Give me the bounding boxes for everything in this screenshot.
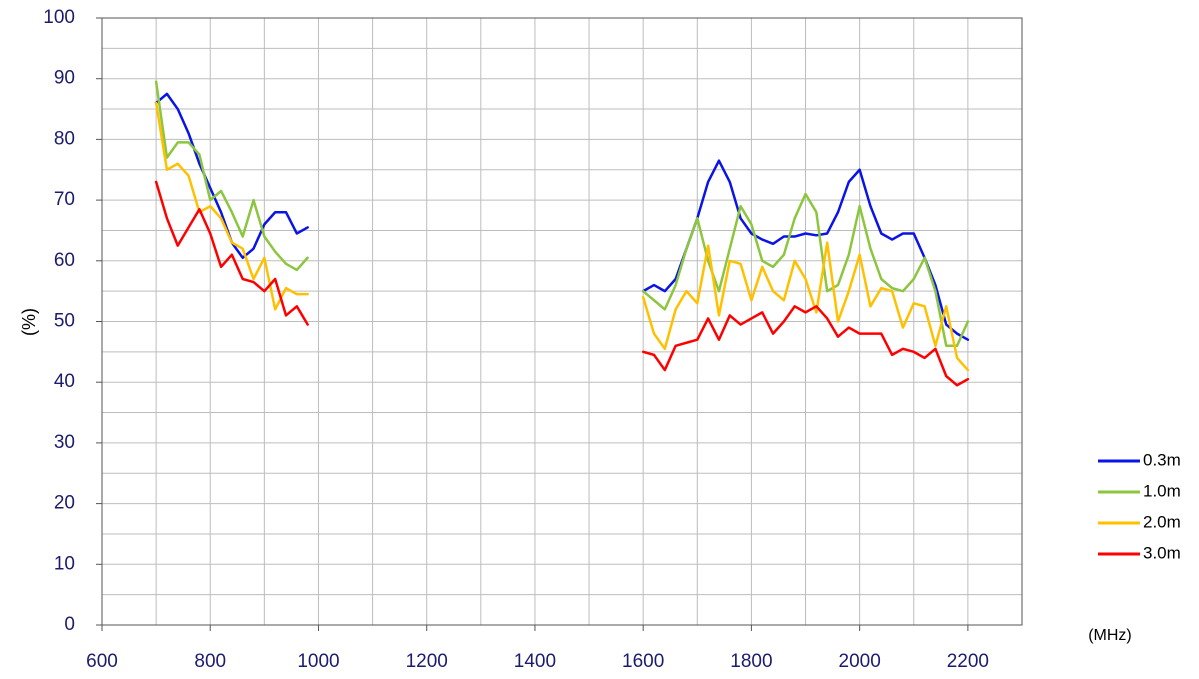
x-tick-label: 1400: [514, 651, 556, 672]
x-tick-label: 1200: [406, 651, 448, 672]
y-tick-label: 20: [54, 493, 75, 514]
legend-label: 3.0m: [1143, 543, 1181, 562]
y-tick-label: 80: [54, 128, 75, 149]
y-axis-label: (%): [19, 308, 39, 336]
x-axis-label: (MHz): [1088, 627, 1132, 644]
series-line: [154, 80, 970, 348]
y-tick-label: 40: [54, 371, 75, 392]
x-tick-label: 2000: [839, 651, 881, 672]
x-tick-label: 1000: [297, 651, 339, 672]
plot-border: [101, 17, 1023, 626]
y-tick-label: 50: [54, 311, 75, 332]
legend-label: 1.0m: [1143, 481, 1181, 500]
y-tick-label: 0: [64, 614, 75, 635]
y-tick-label: 90: [54, 68, 75, 89]
legend-label: 2.0m: [1143, 512, 1181, 531]
x-tick-label: 800: [194, 651, 226, 672]
series-line: [154, 101, 970, 372]
y-tick-label: 100: [43, 7, 75, 28]
y-tick-label: 70: [54, 189, 75, 210]
y-tick-label: 30: [54, 432, 75, 453]
y-tick-label: 60: [54, 250, 75, 271]
legend-label: 0.3m: [1143, 450, 1181, 469]
y-tick-label: 10: [54, 553, 75, 574]
x-tick-label: 1800: [730, 651, 772, 672]
series-line: [154, 180, 970, 387]
x-tick-label: 2200: [947, 651, 989, 672]
x-tick-label: 1600: [622, 651, 664, 672]
x-tick-label: 600: [86, 651, 118, 672]
